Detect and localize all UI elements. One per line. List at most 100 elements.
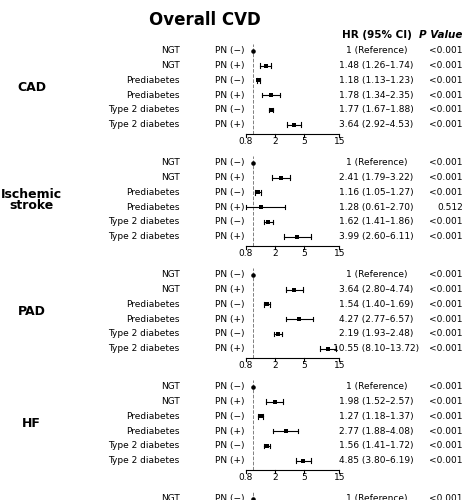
Text: 15: 15 — [334, 474, 345, 482]
Text: <0.001: <0.001 — [429, 46, 463, 56]
Text: 1 (Reference): 1 (Reference) — [346, 270, 407, 280]
Text: <0.001: <0.001 — [429, 218, 463, 226]
Text: PN (+): PN (+) — [215, 397, 245, 406]
Text: 1.54 (1.40–1.69): 1.54 (1.40–1.69) — [339, 300, 414, 309]
Text: 1 (Reference): 1 (Reference) — [346, 494, 407, 500]
Text: 5: 5 — [302, 362, 307, 370]
Text: PN (+): PN (+) — [215, 61, 245, 70]
Text: <0.001: <0.001 — [429, 61, 463, 70]
Text: 1.28 (0.61–2.70): 1.28 (0.61–2.70) — [339, 202, 414, 211]
Text: Type 2 diabetes: Type 2 diabetes — [108, 232, 179, 241]
Text: NGT: NGT — [161, 270, 179, 280]
Text: 5: 5 — [302, 474, 307, 482]
Text: PN (+): PN (+) — [215, 314, 245, 324]
Text: 2: 2 — [272, 474, 278, 482]
Text: Prediabetes: Prediabetes — [126, 412, 179, 421]
Text: 1.62 (1.41–1.86): 1.62 (1.41–1.86) — [339, 218, 414, 226]
Text: <0.001: <0.001 — [429, 300, 463, 309]
Text: 3.64 (2.80–4.74): 3.64 (2.80–4.74) — [339, 285, 414, 294]
Text: PN (−): PN (−) — [215, 300, 245, 309]
Text: 1.56 (1.41–1.72): 1.56 (1.41–1.72) — [339, 442, 414, 450]
Text: Prediabetes: Prediabetes — [126, 202, 179, 211]
Text: Type 2 diabetes: Type 2 diabetes — [108, 344, 179, 353]
Text: NGT: NGT — [161, 158, 179, 168]
Text: Type 2 diabetes: Type 2 diabetes — [108, 442, 179, 450]
Text: 15: 15 — [334, 250, 345, 258]
Text: 2.77 (1.88–4.08): 2.77 (1.88–4.08) — [339, 426, 414, 436]
Text: <0.001: <0.001 — [429, 382, 463, 392]
Text: 0.8: 0.8 — [239, 474, 253, 482]
Text: 0.8: 0.8 — [239, 362, 253, 370]
Text: 1.27 (1.18–1.37): 1.27 (1.18–1.37) — [339, 412, 414, 421]
Text: <0.001: <0.001 — [429, 270, 463, 280]
Text: <0.001: <0.001 — [429, 106, 463, 114]
Text: PN (−): PN (−) — [215, 494, 245, 500]
Text: 1 (Reference): 1 (Reference) — [346, 46, 407, 56]
Text: Prediabetes: Prediabetes — [126, 314, 179, 324]
Text: PN (+): PN (+) — [215, 426, 245, 436]
Text: PN (+): PN (+) — [215, 202, 245, 211]
Text: 2.19 (1.93–2.48): 2.19 (1.93–2.48) — [339, 330, 414, 338]
Text: 2: 2 — [272, 250, 278, 258]
Text: NGT: NGT — [161, 285, 179, 294]
Text: Type 2 diabetes: Type 2 diabetes — [108, 330, 179, 338]
Text: 3.99 (2.60–6.11): 3.99 (2.60–6.11) — [339, 232, 414, 241]
Text: NGT: NGT — [161, 382, 179, 392]
Text: PN (−): PN (−) — [215, 218, 245, 226]
Text: stroke: stroke — [10, 199, 54, 212]
Text: 4.85 (3.80–6.19): 4.85 (3.80–6.19) — [339, 456, 414, 465]
Text: CAD: CAD — [17, 82, 46, 94]
Text: <0.001: <0.001 — [429, 158, 463, 168]
Text: 0.8: 0.8 — [239, 138, 253, 146]
Text: <0.001: <0.001 — [429, 426, 463, 436]
Text: <0.001: <0.001 — [429, 90, 463, 100]
Text: HF: HF — [22, 417, 41, 430]
Text: 2: 2 — [272, 138, 278, 146]
Text: Prediabetes: Prediabetes — [126, 76, 179, 85]
Text: PN (−): PN (−) — [215, 412, 245, 421]
Text: 1.78 (1.34–2.35): 1.78 (1.34–2.35) — [339, 90, 414, 100]
Text: 1.98 (1.52–2.57): 1.98 (1.52–2.57) — [339, 397, 414, 406]
Text: 0.8: 0.8 — [239, 250, 253, 258]
Text: 15: 15 — [334, 138, 345, 146]
Text: <0.001: <0.001 — [429, 120, 463, 129]
Text: 4.27 (2.77–6.57): 4.27 (2.77–6.57) — [339, 314, 414, 324]
Text: PN (−): PN (−) — [215, 270, 245, 280]
Text: Prediabetes: Prediabetes — [126, 426, 179, 436]
Text: <0.001: <0.001 — [429, 232, 463, 241]
Text: PN (−): PN (−) — [215, 76, 245, 85]
Text: Type 2 diabetes: Type 2 diabetes — [108, 120, 179, 129]
Text: PN (−): PN (−) — [215, 442, 245, 450]
Text: <0.001: <0.001 — [429, 188, 463, 197]
Text: Type 2 diabetes: Type 2 diabetes — [108, 456, 179, 465]
Text: PN (+): PN (+) — [215, 456, 245, 465]
Text: Type 2 diabetes: Type 2 diabetes — [108, 106, 179, 114]
Text: 1.18 (1.13–1.23): 1.18 (1.13–1.23) — [339, 76, 414, 85]
Text: PN (+): PN (+) — [215, 232, 245, 241]
Text: 2.41 (1.79–3.22): 2.41 (1.79–3.22) — [339, 173, 414, 182]
Text: <0.001: <0.001 — [429, 397, 463, 406]
Text: PN (+): PN (+) — [215, 120, 245, 129]
Text: 10.55 (8.10–13.72): 10.55 (8.10–13.72) — [334, 344, 419, 353]
Text: PN (−): PN (−) — [215, 330, 245, 338]
Text: PN (+): PN (+) — [215, 344, 245, 353]
Text: Overall CVD: Overall CVD — [149, 11, 261, 29]
Text: 2: 2 — [272, 362, 278, 370]
Text: 15: 15 — [334, 362, 345, 370]
Text: PAD: PAD — [18, 305, 46, 318]
Text: 1.77 (1.67–1.88): 1.77 (1.67–1.88) — [339, 106, 414, 114]
Text: <0.001: <0.001 — [429, 442, 463, 450]
Text: PN (−): PN (−) — [215, 46, 245, 56]
Text: NGT: NGT — [161, 173, 179, 182]
Text: 1 (Reference): 1 (Reference) — [346, 382, 407, 392]
Text: NGT: NGT — [161, 494, 179, 500]
Text: PN (−): PN (−) — [215, 382, 245, 392]
Text: <0.001: <0.001 — [429, 76, 463, 85]
Text: <0.001: <0.001 — [429, 344, 463, 353]
Text: PN (−): PN (−) — [215, 188, 245, 197]
Text: HR (95% CI): HR (95% CI) — [342, 30, 411, 40]
Text: 5: 5 — [302, 138, 307, 146]
Text: PN (−): PN (−) — [215, 106, 245, 114]
Text: 1.16 (1.05–1.27): 1.16 (1.05–1.27) — [339, 188, 414, 197]
Text: <0.001: <0.001 — [429, 330, 463, 338]
